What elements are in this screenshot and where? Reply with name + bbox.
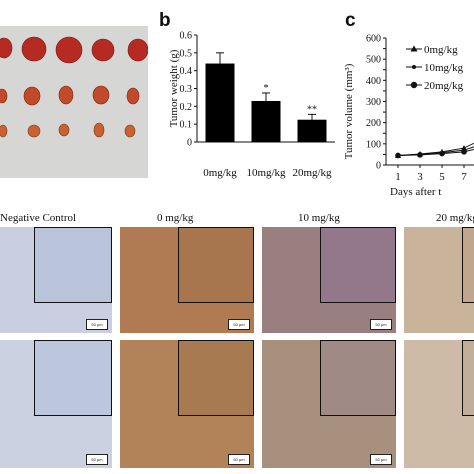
y-axis-label: Tumor volume (mm³) xyxy=(343,63,355,159)
y-tick-label: 0.1 xyxy=(180,120,193,131)
tumor-photo xyxy=(0,26,148,178)
y-tick-label: 300 xyxy=(366,97,381,108)
x-tick-label: 3 xyxy=(417,171,423,183)
ihc-tile-negative-row1: 50 μm xyxy=(0,227,112,333)
column-label-0mg: 0 mg/kg xyxy=(157,212,194,224)
ihc-tile-10mg-row2: 50 μm xyxy=(262,340,396,468)
y-tick-label: 100 xyxy=(366,139,381,150)
scale-bar: 50 μm xyxy=(228,454,250,465)
column-label-negative-control: Negative Control xyxy=(0,212,77,224)
x-tick-label: 7 xyxy=(461,171,467,183)
bar xyxy=(297,119,327,142)
scale-bar: 50 μm xyxy=(370,454,392,465)
legend-marker xyxy=(412,65,416,69)
column-label-10mg: 10 mg/kg xyxy=(298,212,340,224)
data-point xyxy=(395,152,401,159)
legend-label: 0mg/kg xyxy=(424,44,458,56)
y-tick-label: 0.6 xyxy=(180,31,193,42)
y-tick-label: 600 xyxy=(366,34,381,45)
ihc-tile-20mg-row1 xyxy=(404,227,474,333)
x-tick-label: 1 xyxy=(395,171,401,183)
y-tick-label: 500 xyxy=(366,55,381,66)
ihc-inset xyxy=(34,227,112,303)
panel-c-label: c xyxy=(345,10,356,31)
ihc-inset xyxy=(320,227,396,303)
ihc-tile-0mg-row2: 50 μm xyxy=(120,340,254,468)
legend-label: 10mg/kg xyxy=(424,62,464,74)
bar xyxy=(205,63,235,142)
y-axis-label: Tumor weight (g) xyxy=(168,49,180,127)
significance-mark: ** xyxy=(307,104,317,115)
y-tick-label: 0.4 xyxy=(180,66,193,77)
legend-label: 20mg/kg xyxy=(424,80,464,92)
legend-marker xyxy=(410,81,418,89)
ihc-inset xyxy=(462,227,474,303)
x-tick-label: 5 xyxy=(439,171,445,183)
ihc-tile-negative-row2: 50 μm xyxy=(0,340,112,468)
tumor-volume-chart: 0 100 200 300 400 500 600 1 3 5 7 Days after t Tumor… xyxy=(343,34,474,198)
legend-marker xyxy=(410,45,418,52)
scale-bar: 50 μm xyxy=(370,319,392,330)
scale-bar: 50 μm xyxy=(228,319,250,330)
scale-bar: 50 μm xyxy=(86,454,108,465)
y-tick-label: 0.3 xyxy=(180,84,193,95)
x-axis-label: Days after t xyxy=(390,186,441,198)
tumor-photo-drawing xyxy=(0,26,148,178)
category-label: 20mg/kg xyxy=(292,167,332,179)
ihc-inset xyxy=(462,340,474,416)
column-label-20mg: 20 mg/kg xyxy=(436,212,474,224)
data-point xyxy=(461,149,467,155)
ihc-inset xyxy=(178,340,254,416)
ihc-inset xyxy=(178,227,254,303)
significance-mark: * xyxy=(264,83,269,94)
panel-b-label: b xyxy=(159,10,171,31)
category-label: 10mg/kg xyxy=(246,167,286,179)
y-tick-label: 200 xyxy=(366,118,381,129)
ihc-inset xyxy=(34,340,112,416)
ihc-tile-0mg-row1: 50 μm xyxy=(120,227,254,333)
ihc-inset xyxy=(320,340,396,416)
scale-bar: 50 μm xyxy=(86,319,108,330)
y-tick-label: 0 xyxy=(187,138,192,149)
data-point xyxy=(439,150,445,157)
y-tick-label: 0 xyxy=(376,161,381,172)
bar xyxy=(251,100,281,142)
y-tick-label: 0.2 xyxy=(180,102,193,113)
ihc-tile-20mg-row2 xyxy=(404,340,474,468)
category-label: 0mg/kg xyxy=(203,167,237,179)
y-tick-label: 0.5 xyxy=(180,48,193,59)
ihc-tile-10mg-row1: 50 μm xyxy=(262,227,396,333)
data-point xyxy=(417,152,423,158)
y-tick-label: 400 xyxy=(366,76,381,87)
